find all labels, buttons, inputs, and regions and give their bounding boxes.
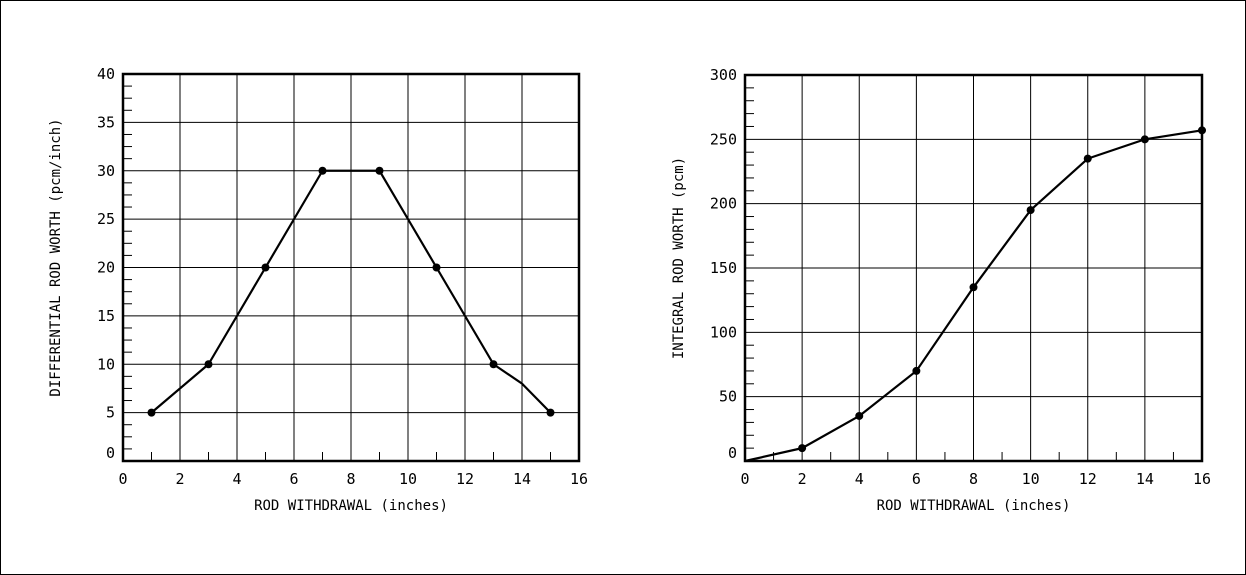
y-tick-label: 150: [710, 259, 737, 277]
y-axis-title: DIFFERENTIAL ROD WORTH (pcm/inch): [48, 118, 64, 396]
data-point: [1026, 206, 1035, 215]
data-point: [912, 366, 921, 375]
y-tick-label: 0: [106, 444, 115, 462]
x-axis-title: ROD WITHDRAWAL (inches): [877, 498, 1071, 514]
data-point: [489, 360, 498, 369]
x-axis-title: ROD WITHDRAWAL (inches): [254, 498, 448, 514]
y-tick-label: 15: [97, 307, 115, 325]
y-tick-label: 25: [97, 210, 115, 228]
x-tick-label: 14: [1136, 470, 1154, 488]
plot-area-border: [121, 72, 581, 463]
x-tick-label: 4: [855, 470, 864, 488]
y-tick-label: 10: [97, 355, 115, 373]
x-tick-label: 10: [399, 470, 417, 488]
x-tick-label: 0: [740, 470, 749, 488]
data-point: [798, 444, 807, 453]
y-axis-title: INTEGRAL ROD WORTH (pcm): [671, 157, 687, 359]
x-tick-label: 16: [1193, 470, 1211, 488]
data-point: [969, 283, 978, 292]
x-tick-label: 16: [570, 470, 588, 488]
data-point: [204, 360, 213, 369]
data-point: [432, 263, 441, 272]
y-tick-label: 35: [97, 113, 115, 131]
y-tick-label: 40: [97, 65, 115, 83]
data-point: [375, 166, 384, 175]
x-tick-label: 6: [912, 470, 921, 488]
y-tick-label: 250: [710, 130, 737, 148]
data-point: [261, 263, 270, 272]
plot-area-border: [743, 73, 1204, 463]
x-tick-label: 8: [346, 470, 355, 488]
data-point: [318, 166, 327, 175]
x-tick-label: 0: [118, 470, 127, 488]
x-tick-label: 8: [969, 470, 978, 488]
data-point: [1140, 135, 1149, 144]
data-point: [1198, 126, 1206, 135]
data-point: [1083, 154, 1092, 163]
x-tick-label: 12: [456, 470, 474, 488]
y-tick-label: 300: [710, 66, 737, 84]
data-point: [147, 408, 156, 417]
y-tick-label: 30: [97, 162, 115, 180]
chart-1: 0 2 4 6 8 10 12 14 16 0 5 10 15 20 25 30 35 40 ROD WITHDRA…: [48, 65, 588, 514]
y-tick-label: 0: [728, 444, 737, 462]
x-tick-label: 4: [232, 470, 241, 488]
x-tick-label: 10: [1022, 470, 1040, 488]
y-tick-label: 20: [97, 259, 115, 277]
x-tick-label: 14: [513, 470, 531, 488]
x-tick-label: 12: [1079, 470, 1097, 488]
x-tick-label: 6: [289, 470, 298, 488]
y-tick-label: 200: [710, 195, 737, 213]
y-tick-label: 100: [710, 323, 737, 341]
x-tick-label: 2: [798, 470, 807, 488]
y-tick-label: 50: [719, 388, 737, 406]
data-point: [546, 408, 555, 417]
data-point: [855, 411, 864, 420]
y-tick-label: 5: [106, 404, 115, 422]
x-tick-label: 2: [175, 470, 184, 488]
chart-2: 0 2 4 6 8 10 12 14 16 0 50 100 150 200 250 300 ROD WITHD…: [671, 66, 1211, 514]
